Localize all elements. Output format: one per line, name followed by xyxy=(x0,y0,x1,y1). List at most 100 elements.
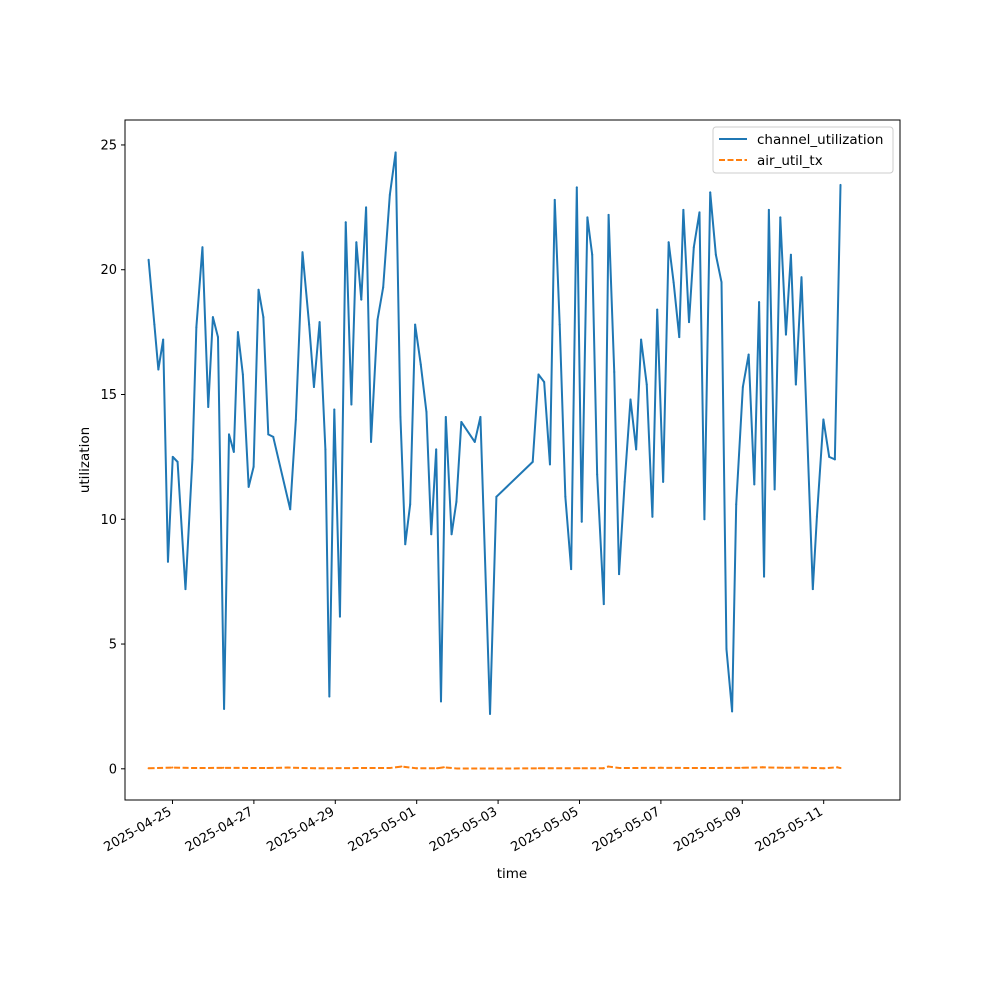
data-point-channel-utilization xyxy=(822,418,825,421)
data-point-channel-utilization xyxy=(404,543,407,546)
data-point-channel-utilization xyxy=(720,281,723,284)
data-point-channel-utilization xyxy=(735,503,738,506)
data-point-channel-utilization xyxy=(586,216,589,219)
data-point-channel-utilization xyxy=(153,323,156,326)
data-point-channel-utilization xyxy=(333,408,336,411)
data-point-air-util-tx xyxy=(266,767,269,770)
data-point-channel-utilization xyxy=(692,246,695,249)
data-point-air-util-tx xyxy=(313,767,316,770)
data-point-channel-utilization xyxy=(419,363,422,366)
data-point-channel-utilization xyxy=(312,386,315,389)
data-point-channel-utilization xyxy=(789,253,792,256)
data-point-channel-utilization xyxy=(176,460,179,463)
legend: channel_utilization air_util_tx xyxy=(712,126,894,174)
data-point-channel-utilization xyxy=(324,448,327,451)
data-point-air-util-tx xyxy=(839,767,842,770)
data-point-channel-utilization xyxy=(591,253,594,256)
data-point-channel-utilization xyxy=(607,213,610,216)
data-point-channel-utilization xyxy=(191,458,194,461)
data-point-channel-utilization xyxy=(548,463,551,466)
data-point-channel-utilization xyxy=(236,331,239,334)
data-point-channel-utilization xyxy=(553,198,556,201)
data-point-channel-utilization xyxy=(672,281,675,284)
data-point-channel-utilization xyxy=(289,508,292,511)
data-point-channel-utilization xyxy=(388,193,391,196)
data-point-channel-utilization xyxy=(537,373,540,376)
data-point-air-util-tx xyxy=(415,767,418,770)
y-axis-label: utilization xyxy=(77,427,93,493)
data-point-air-util-tx xyxy=(578,767,581,770)
data-point-channel-utilization xyxy=(394,151,397,154)
data-point-channel-utilization xyxy=(656,308,659,311)
data-point-channel-utilization xyxy=(815,515,818,518)
data-point-channel-utilization xyxy=(232,450,235,453)
data-point-channel-utilization xyxy=(623,480,626,483)
data-point-air-util-tx xyxy=(286,766,289,769)
data-point-channel-utilization xyxy=(773,488,776,491)
data-point-channel-utilization xyxy=(301,251,304,254)
data-point-air-util-tx xyxy=(836,766,839,769)
data-point-channel-utilization xyxy=(828,455,831,458)
data-point-air-util-tx xyxy=(436,767,439,770)
data-point-channel-utilization xyxy=(763,575,766,578)
data-point-air-util-tx xyxy=(388,767,391,770)
data-point-air-util-tx xyxy=(700,767,703,770)
data-point-channel-utilization xyxy=(741,386,744,389)
data-point-air-util-tx xyxy=(497,767,500,770)
data-point-channel-utilization xyxy=(257,288,260,291)
data-point-channel-utilization xyxy=(645,383,648,386)
data-point-air-util-tx xyxy=(659,766,662,769)
legend-label-channel-utilization: channel_utilization xyxy=(757,132,884,148)
data-point-channel-utilization xyxy=(489,712,492,715)
data-point-channel-utilization xyxy=(667,241,670,244)
data-point-channel-utilization xyxy=(811,588,814,591)
data-point-channel-utilization xyxy=(382,286,385,289)
data-point-channel-utilization xyxy=(714,253,717,256)
data-point-channel-utilization xyxy=(688,321,691,324)
y-axis: 0 5 10 15 20 25 xyxy=(100,138,125,777)
data-point-air-util-tx xyxy=(400,765,403,768)
plot-frame xyxy=(124,119,901,801)
data-point-channel-utilization xyxy=(228,433,231,436)
data-point-channel-utilization xyxy=(171,455,174,458)
data-point-channel-utilization xyxy=(575,186,578,189)
data-point-channel-utilization xyxy=(216,336,219,339)
x-axis-label: time xyxy=(497,866,528,882)
data-point-air-util-tx xyxy=(354,767,357,770)
data-point-channel-utilization xyxy=(678,336,681,339)
data-point-channel-utilization xyxy=(779,216,782,219)
data-point-channel-utilization xyxy=(800,276,803,279)
y-tick-label: 10 xyxy=(100,513,117,528)
data-point-channel-utilization xyxy=(618,573,621,576)
data-point-channel-utilization xyxy=(365,206,368,209)
data-point-channel-utilization xyxy=(355,241,358,244)
data-point-channel-utilization xyxy=(767,208,770,211)
data-point-channel-utilization xyxy=(682,208,685,211)
data-point-air-util-tx xyxy=(761,766,764,769)
data-point-channel-utilization xyxy=(758,301,761,304)
data-point-air-util-tx xyxy=(537,767,540,770)
data-point-channel-utilization xyxy=(162,338,165,341)
data-point-channel-utilization xyxy=(350,403,353,406)
data-point-channel-utilization xyxy=(267,433,270,436)
data-point-channel-utilization xyxy=(747,353,750,356)
data-point-channel-utilization xyxy=(613,371,616,374)
y-tick-label: 25 xyxy=(100,138,117,153)
data-point-channel-utilization xyxy=(376,318,379,321)
data-point-air-util-tx xyxy=(602,767,605,770)
data-point-channel-utilization xyxy=(207,405,210,408)
data-point-channel-utilization xyxy=(157,368,160,371)
data-point-channel-utilization xyxy=(435,448,438,451)
data-point-air-util-tx xyxy=(822,767,825,770)
data-point-channel-utilization xyxy=(184,588,187,591)
data-point-channel-utilization xyxy=(731,710,734,713)
data-point-channel-utilization xyxy=(399,415,402,418)
data-point-channel-utilization xyxy=(262,316,265,319)
data-point-channel-utilization xyxy=(662,480,665,483)
data-point-air-util-tx xyxy=(741,766,744,769)
data-point-channel-utilization xyxy=(725,648,728,651)
data-point-channel-utilization xyxy=(833,458,836,461)
data-point-channel-utilization xyxy=(479,415,482,418)
data-point-channel-utilization xyxy=(201,246,204,249)
data-point-channel-utilization xyxy=(703,518,706,521)
